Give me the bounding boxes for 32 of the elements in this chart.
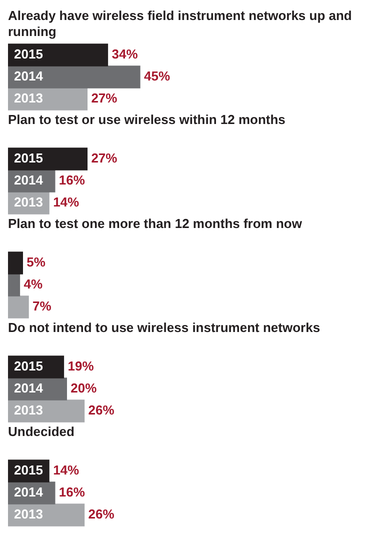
y-tick-label: Plan to test or use wireless within 12 months [8, 112, 286, 128]
text: 2015 [14, 462, 43, 478]
data-label: 19% [68, 358, 94, 374]
series-label: 2014 [14, 380, 44, 396]
text: 2014 [14, 484, 43, 500]
text: 2013 [14, 90, 43, 106]
data-label: 26% [88, 402, 115, 418]
data-label: 14% [53, 462, 80, 478]
text: 2014 [14, 68, 43, 84]
y-tick-label: Do not intend to use wireless instrument networks [8, 320, 320, 336]
data-label: 45% [144, 68, 170, 84]
y-tick-label: Already have wireless field instrument networks up and running [8, 8, 352, 40]
y-tick-label: Plan to test one more than 12 months from now [8, 216, 303, 232]
data-label: 26% [88, 506, 115, 522]
text: 2015 [14, 150, 43, 166]
y-tick-label: Undecided [8, 424, 75, 440]
series-label: 2015 [14, 358, 43, 374]
text: 2013 [14, 194, 43, 210]
data-label: 27% [91, 150, 118, 166]
data-label: 34% [112, 46, 138, 62]
data-label: 14% [53, 194, 80, 210]
data-label: 16% [58, 484, 86, 500]
data-label: 7% [32, 298, 52, 314]
data-label: 5% [26, 254, 46, 270]
text: 2013 [14, 506, 43, 522]
data-label: 16% [58, 172, 86, 188]
data-label: 27% [91, 90, 118, 106]
data-label: 4% [24, 276, 43, 292]
data-label: 20% [70, 380, 98, 396]
text: 2015 [14, 46, 43, 62]
text: 2014 [14, 172, 43, 188]
series-label: 2013 [14, 402, 43, 418]
